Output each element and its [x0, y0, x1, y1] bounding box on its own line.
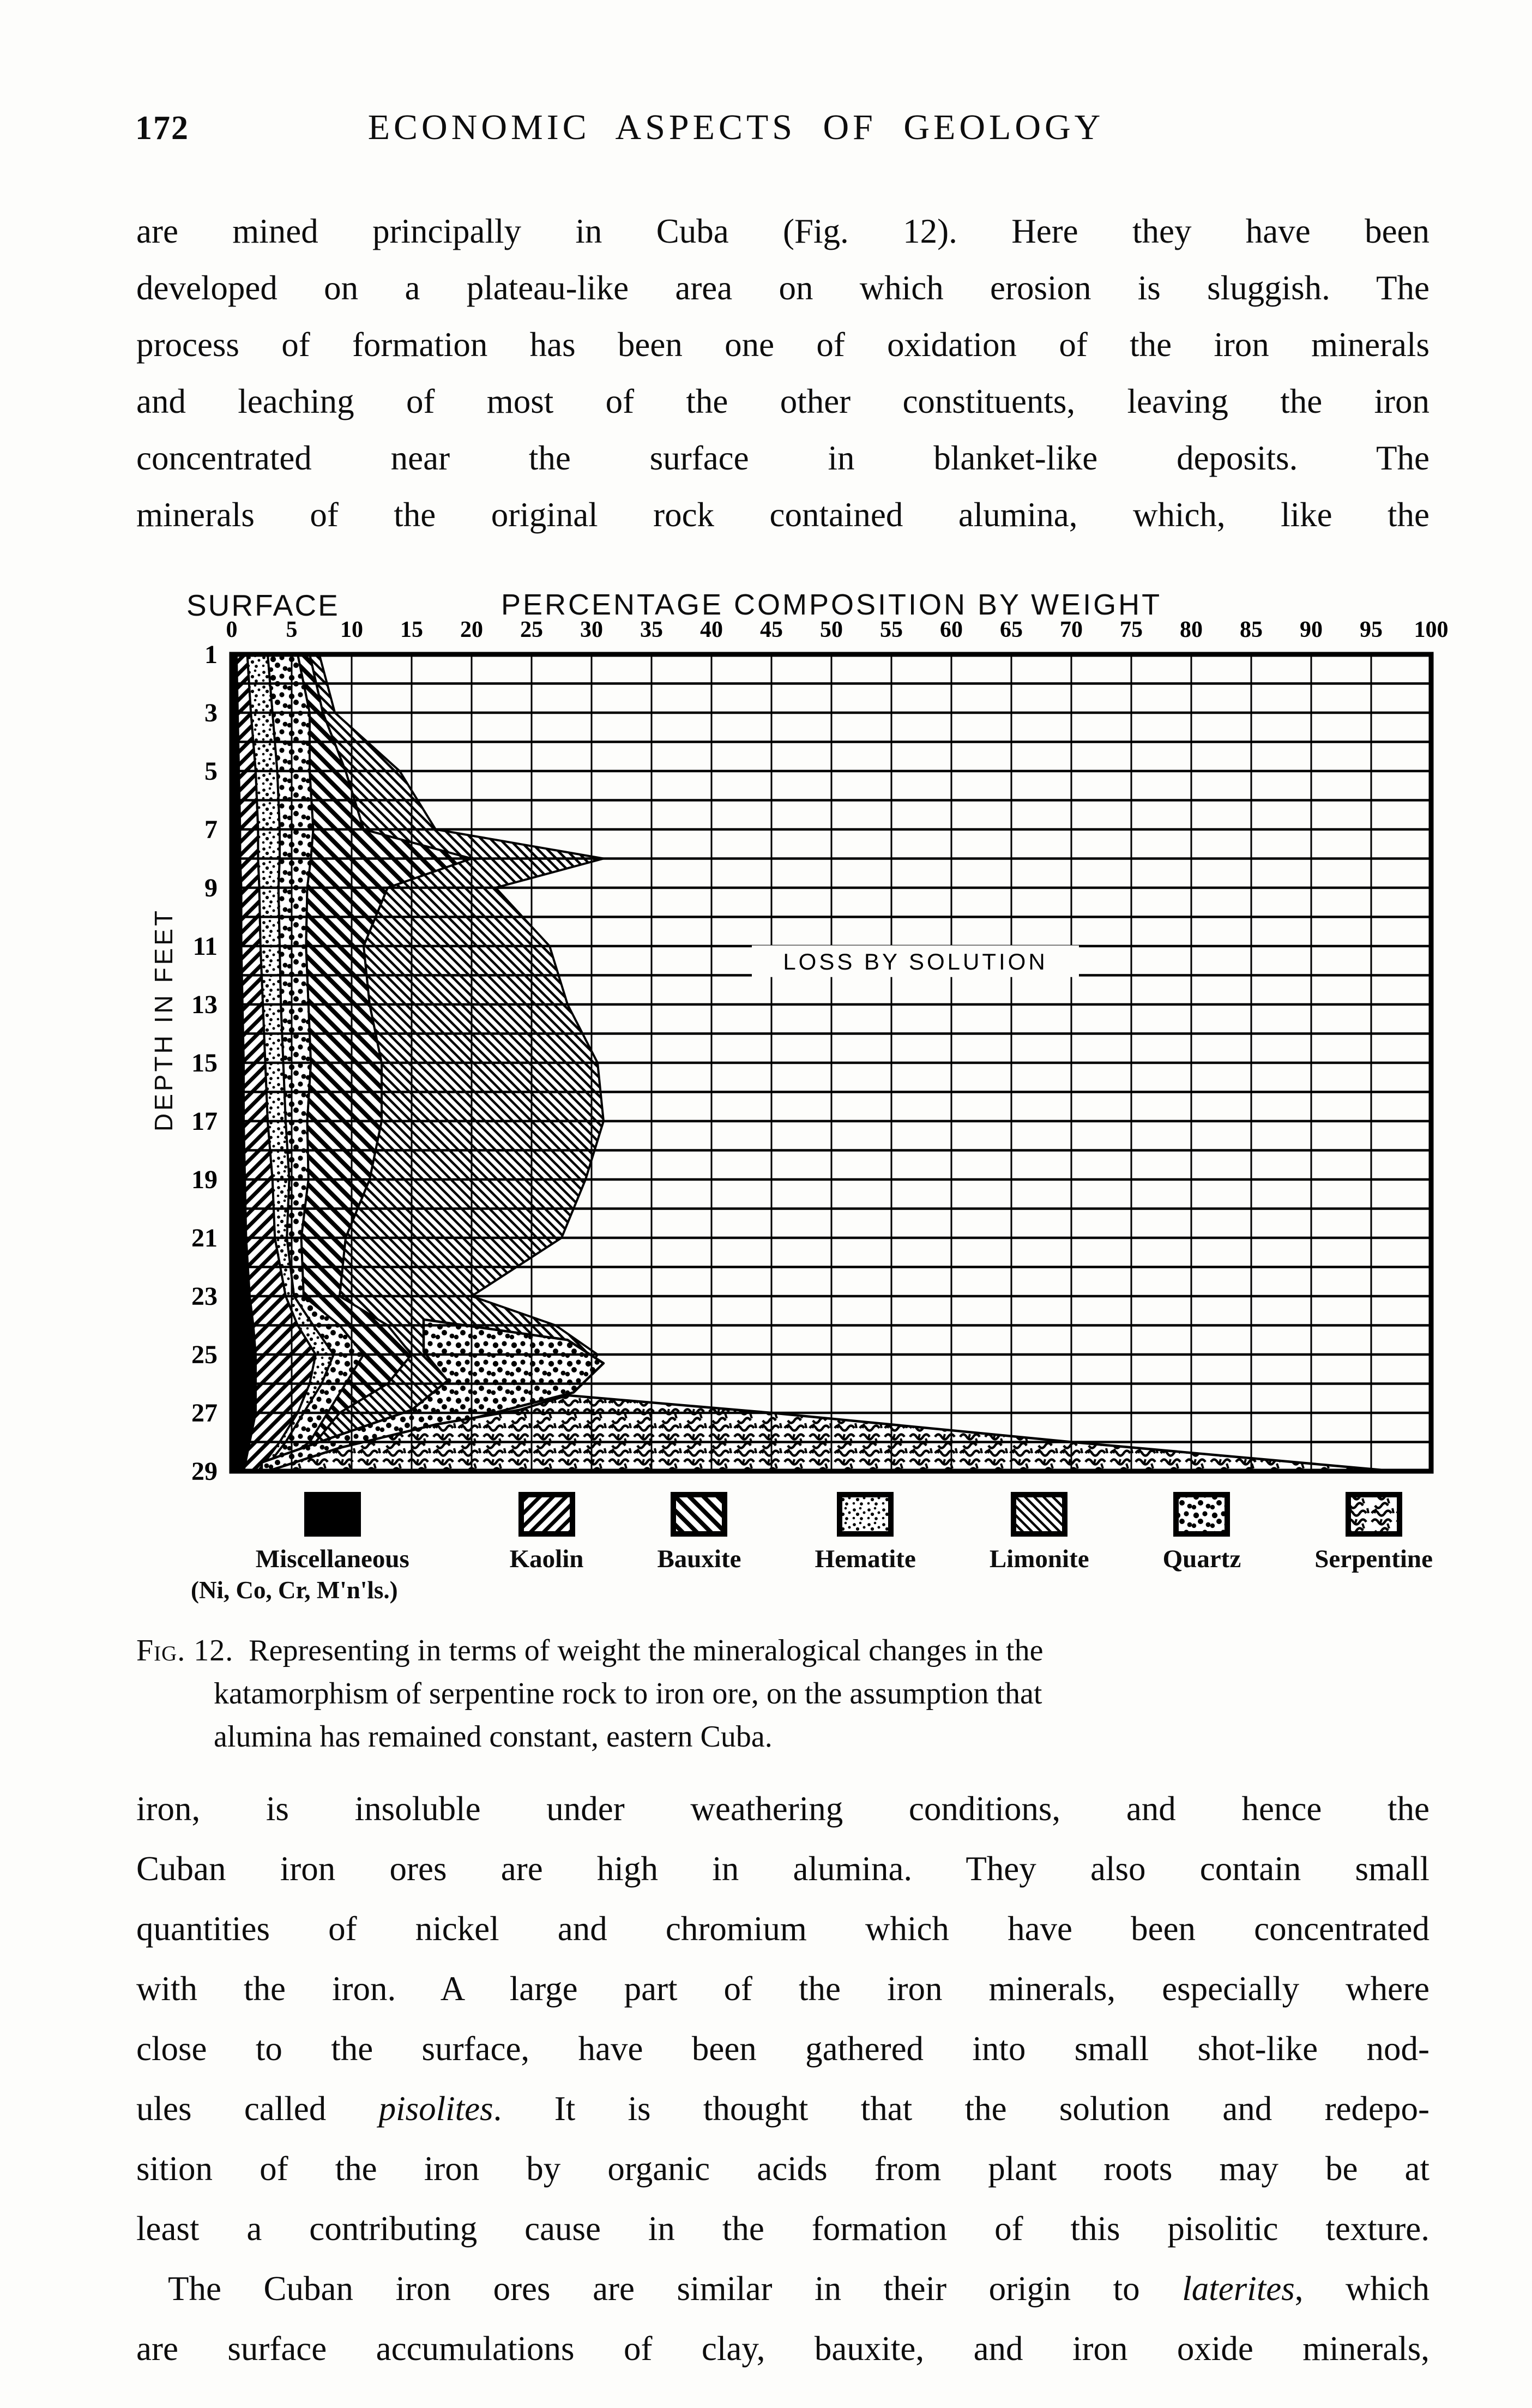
x-tick-label: 100	[1414, 617, 1449, 642]
paragraph-1: are mined principally in Cuba (Fig. 12).…	[136, 203, 1430, 543]
depth-tick-label: 3	[204, 699, 218, 727]
paragraph-3: The Cuban iron ores are similar in their…	[136, 2259, 1430, 2379]
x-tick-label: 0	[226, 617, 238, 642]
x-tick-label: 50	[820, 617, 843, 642]
x-tick-label: 75	[1120, 617, 1143, 642]
paragraph-2: iron, is insoluble under weathering cond…	[136, 1779, 1430, 2259]
text-line: and leaching of most of the other consti…	[136, 382, 1430, 420]
text-line: concentrated near the surface in blanket…	[136, 439, 1430, 477]
depth-tick-label: 27	[191, 1399, 218, 1428]
legend-swatch-serpentine	[1345, 1492, 1402, 1537]
text-line: The Cuban iron ores are similar in their…	[168, 2269, 1430, 2308]
text-line: ules called pisolites. It is thought tha…	[136, 2090, 1430, 2128]
legend-label: Limonite	[989, 1545, 1089, 1573]
depth-tick-label: 11	[193, 932, 218, 961]
legend-label: Miscellaneous	[255, 1545, 409, 1573]
page-number: 172	[135, 110, 189, 147]
legend-item-hematite: Hematite	[815, 1492, 916, 1604]
x-tick-label: 5	[286, 617, 298, 642]
text-line: quantities of nickel and chromium which …	[136, 1910, 1430, 1948]
depth-axis-label: DEPTH IN FEET	[149, 907, 178, 1132]
depth-tick-label: 23	[191, 1282, 218, 1311]
plot-border	[229, 652, 1434, 1474]
legend-swatch-quartz	[1173, 1492, 1231, 1537]
legend-item-serpentine: Serpentine	[1314, 1492, 1433, 1604]
surface-label: SURFACE	[186, 588, 340, 622]
x-tick-label: 60	[940, 617, 963, 642]
x-tick-label: 20	[460, 617, 483, 642]
x-tick-label: 10	[340, 617, 363, 642]
legend-item-limonite: Limonite	[990, 1492, 1089, 1604]
chart-legend: Miscellaneous (Ni, Co, Cr, M'n'ls.) Kaolin…	[191, 1492, 1433, 1604]
text-line: Cuban iron ores are high in alumina. The…	[136, 1850, 1430, 1888]
depth-tick-label: 29	[191, 1457, 218, 1486]
x-tick-label: 25	[520, 617, 543, 642]
chart-grid	[229, 652, 1434, 1474]
x-tick-label: 90	[1300, 617, 1323, 642]
text-line: developed on a plateau-like area on whic…	[136, 269, 1430, 307]
caption-line-2: katamorphism of serpentine rock to iron …	[214, 1677, 1042, 1711]
x-tick-label: 30	[580, 617, 603, 642]
depth-tick-label: 7	[204, 815, 218, 844]
depth-tick-label: 1	[204, 640, 218, 669]
annotation-backing	[752, 945, 1079, 977]
text-line: sition of the iron by organic acids from…	[136, 2150, 1430, 2188]
depth-tick-label: 19	[191, 1165, 218, 1194]
depth-tick-label: 15	[191, 1049, 218, 1077]
legend-item-kaolin: Kaolin	[509, 1492, 584, 1604]
legend-label: Bauxite	[657, 1545, 741, 1573]
legend-swatch-hematite	[837, 1492, 894, 1537]
x-tick-label: 45	[760, 617, 783, 642]
legend-label: Quartz	[1162, 1545, 1241, 1573]
text-line: close to the surface, have been gathered…	[136, 2030, 1430, 2068]
text-line: least a contributing cause in the format…	[136, 2210, 1430, 2248]
legend-swatch-kaolin	[518, 1492, 575, 1537]
x-tick-label: 70	[1060, 617, 1083, 642]
chart-annotation: LOSS BY SOLUTION	[752, 945, 1079, 977]
text-line: process of formation has been one of oxi…	[136, 326, 1430, 364]
legend-swatch-bauxite	[671, 1492, 728, 1537]
x-tick-label: 35	[640, 617, 663, 642]
caption-line-1: Fig. 12. Representing in terms of weight …	[136, 1629, 1445, 1672]
legend-label: Serpentine	[1314, 1545, 1433, 1573]
text-line: with the iron. A large part of the iron …	[136, 1970, 1430, 2008]
caption-text: Representing in terms of weight the mine…	[249, 1634, 1044, 1667]
legend-label: Hematite	[815, 1545, 916, 1573]
x-tick-label: 65	[1000, 617, 1023, 642]
text-line: iron, is insoluble under weathering cond…	[136, 1790, 1430, 1828]
x-tick-label: 40	[700, 617, 723, 642]
legend-swatch-miscellaneous	[304, 1492, 361, 1537]
legend-item-quartz: Quartz	[1163, 1492, 1241, 1604]
text-line: are surface accumulations of clay, bauxi…	[136, 2329, 1430, 2368]
x-tick-label: 15	[400, 617, 423, 642]
text-line: are mined principally in Cuba (Fig. 12).…	[136, 212, 1430, 250]
figure-caption: Fig. 12. Representing in terms of weight …	[136, 1629, 1445, 1759]
figure-label: Fig. 12.	[136, 1634, 234, 1667]
chart-axis-title: PERCENTAGE COMPOSITION BY WEIGHT	[500, 588, 1162, 621]
text-line: minerals of the original rock contained …	[136, 496, 1430, 534]
chart-ticks: 0 5 10 15 20 25 30 35 40 45 50 55 60 65 70 75 80 85 90 95 10…	[191, 617, 1449, 1486]
depth-tick-label: 9	[204, 874, 218, 902]
loss-by-solution-label: LOSS BY SOLUTION	[783, 949, 1047, 974]
depth-tick-label: 21	[191, 1224, 218, 1253]
x-tick-label: 95	[1360, 617, 1383, 642]
depth-tick-label: 17	[191, 1107, 218, 1136]
depth-tick-label: 25	[191, 1340, 218, 1369]
legend-sublabel: (Ni, Co, Cr, M'n'ls.)	[191, 1576, 398, 1604]
x-tick-label: 85	[1240, 617, 1263, 642]
running-title: ECONOMIC ASPECTS OF GEOLOGY	[367, 107, 1105, 147]
legend-label: Kaolin	[509, 1545, 584, 1573]
legend-swatch-limonite	[1011, 1492, 1068, 1537]
composition-depth-chart: LOSS BY SOLUTION 0 5 10 15 20 25 30 35 40 45 50 55 6…	[191, 617, 1449, 1486]
legend-item-miscellaneous: Miscellaneous (Ni, Co, Cr, M'n'ls.)	[191, 1492, 436, 1604]
depth-tick-label: 5	[204, 757, 218, 786]
caption-line-3: alumina has remained constant, eastern C…	[214, 1720, 773, 1754]
legend-item-bauxite: Bauxite	[657, 1492, 741, 1604]
depth-tick-label: 13	[191, 990, 218, 1019]
x-tick-label: 55	[880, 617, 903, 642]
x-tick-label: 80	[1180, 617, 1203, 642]
